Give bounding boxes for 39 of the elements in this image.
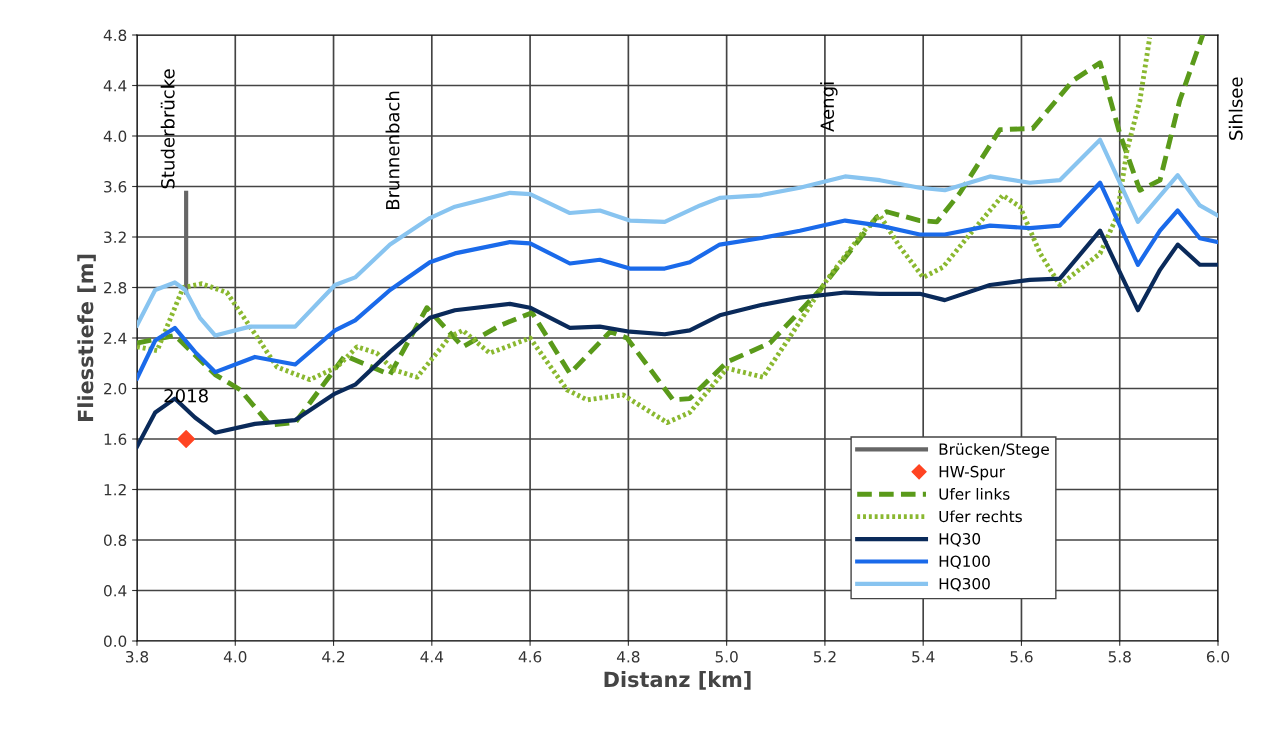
x-tick-label: 6.0 [1206, 650, 1230, 663]
x-tick-label: 5.4 [912, 651, 935, 663]
y-tick-label: 1.2 [104, 483, 126, 496]
text: Sihlsee [1228, 77, 1243, 140]
x-tick-label: 4.8 [616, 650, 640, 663]
x-tick-label: 4.2 [322, 650, 345, 663]
y-tick-label: 4.8 [103, 29, 127, 42]
y-tick-label: 0.8 [103, 534, 127, 547]
annotation: Studerbrücke [160, 69, 175, 189]
legend-label: HQ100 [939, 555, 990, 569]
legend-label: Ufer links [939, 487, 1010, 500]
x-axis-title: Distanz [km] [604, 671, 751, 690]
legend-label: Ufer rechts [939, 510, 1022, 523]
y-tick-label: 2.8 [104, 281, 127, 294]
x-tick-label: 4.4 [420, 651, 444, 663]
annotation: Brunnenbach [385, 91, 400, 209]
x-tick-label: 5.2 [813, 650, 836, 663]
y-axis-title: Fliesstiefe [m] [77, 254, 96, 422]
legend-label: HQ30 [939, 533, 981, 547]
legend-label: HW-Spur [939, 465, 1006, 481]
y-tick-label: 2.4 [104, 332, 127, 344]
y-tick-label: 0.0 [103, 635, 127, 648]
x-tick-label: 5.8 [1108, 650, 1131, 663]
y-tick-label: 4.4 [103, 80, 127, 92]
y-tick-label: 0.4 [103, 584, 127, 597]
annotation: Aengi [820, 82, 838, 132]
y-tick-label: 3.2 [104, 231, 126, 244]
annotation: 2018 [164, 388, 208, 403]
legend-label: HQ300 [939, 577, 990, 592]
y-tick-label: 2.0 [104, 382, 127, 395]
y-tick-label: 1.6 [104, 433, 127, 446]
y-tick-label: 3.6 [104, 180, 127, 193]
y-tick-label: 4.0 [103, 130, 127, 143]
x-tick-label: 3.8 [126, 650, 149, 663]
x-tick-label: 4.0 [223, 650, 247, 663]
x-tick-label: 5.6 [1010, 650, 1033, 663]
x-tick-label: 5.0 [715, 650, 738, 663]
x-tick-label: 4.6 [518, 650, 542, 663]
legend-label: Brücken/Stege [939, 443, 1049, 458]
